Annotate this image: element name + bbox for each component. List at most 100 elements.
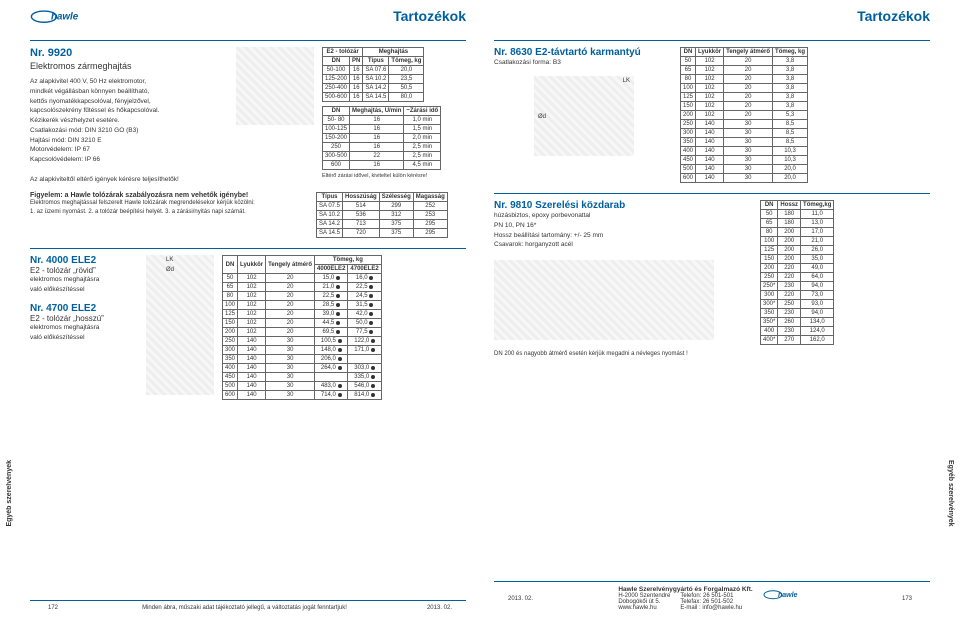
left-footer-text: Minden ábra, műszaki adat tájékoztató je…: [142, 605, 347, 611]
td: 20: [266, 283, 315, 292]
td: 50-100: [323, 66, 350, 75]
table-row: 400*270162,0: [761, 336, 834, 345]
td: 20: [266, 310, 315, 319]
th: Meghajtás, U/min: [350, 107, 404, 116]
nr4700-note: elektromos meghajtásra való előkészítéss…: [30, 323, 140, 343]
table-row: 30022073,0: [761, 291, 834, 300]
th: DN: [323, 57, 350, 66]
td: 20: [266, 319, 315, 328]
nr9810-note: DN 200 és nagyobb átmérő esetén kérjük m…: [494, 350, 754, 359]
td: 260: [778, 318, 801, 327]
figyelem-note: Elektromos meghajtással felszerelt Hawle…: [30, 199, 310, 217]
td: 122,0: [348, 337, 381, 346]
td: 220: [778, 273, 801, 282]
td: 30: [266, 337, 315, 346]
td: 26,0: [801, 246, 834, 255]
nr9810-desc: húzásbiztos, epoxy porbevonattalPN 10, P…: [494, 211, 754, 250]
td: 30: [724, 120, 773, 129]
td: 303,0: [348, 364, 381, 373]
td: 483,0: [315, 382, 348, 391]
th: Tömeg,kg: [801, 201, 834, 210]
right-footer: 2013. 02. Hawle Szerelvénygyártó és Forg…: [494, 581, 930, 611]
td: 140: [238, 337, 266, 346]
td: 80: [681, 75, 696, 84]
header-rule-right: [494, 40, 930, 41]
table-row: 250162,5 min: [323, 143, 441, 152]
td: 30: [724, 165, 773, 174]
table-row: 2001022069,5 77,5: [223, 328, 382, 337]
td: 300-500: [323, 152, 350, 161]
td: 16: [350, 75, 363, 84]
td: 50: [223, 274, 238, 283]
td: 250: [323, 143, 350, 152]
td: 140: [238, 373, 266, 382]
table-row: 6001403020,0: [681, 174, 808, 183]
td: [315, 373, 348, 382]
td: 335,0: [348, 373, 381, 382]
td: 65: [761, 219, 778, 228]
td: 20: [266, 292, 315, 301]
nr4000-sub: E2 - tolózár „rövid”: [30, 266, 140, 275]
td: 2,5 min: [404, 152, 441, 161]
nr8630-table: DNLyukkörTengely átmérőTömeg, kg 5010220…: [680, 47, 808, 183]
td: SA 10.2: [363, 75, 389, 84]
td: 140: [696, 156, 724, 165]
table-row: SA 10.2536312253: [317, 211, 448, 220]
th: Magasság: [413, 193, 447, 202]
td: 102: [696, 66, 724, 75]
td: 102: [696, 93, 724, 102]
footer-tel: Telefon: 26 501-501 Telefax: 26 501-502 …: [680, 593, 742, 611]
td: 30: [266, 382, 315, 391]
nr4000-title: Nr. 4000 ELE2: [30, 255, 140, 266]
td: 20: [724, 75, 773, 84]
td: SA 10.2: [317, 211, 343, 220]
td: 102: [696, 111, 724, 120]
td: 250-400: [323, 84, 350, 93]
td: 77,5: [348, 328, 381, 337]
td: 1,0 min: [404, 116, 441, 125]
table-row: 50102203,8: [681, 57, 808, 66]
td: 42,0: [348, 310, 381, 319]
td: 295: [413, 229, 447, 238]
td: 8,5: [773, 120, 808, 129]
td: 536: [343, 211, 380, 220]
td: 8,5: [773, 138, 808, 147]
table-row: 12520026,0: [761, 246, 834, 255]
td: 49,0: [801, 264, 834, 273]
td: 20,0: [389, 66, 424, 75]
table-row: 150102203,8: [681, 102, 808, 111]
td: 31,5: [348, 301, 381, 310]
td: 200: [778, 255, 801, 264]
nr8630-sub: Csatlakozási forma: B3: [494, 58, 674, 68]
td: 140: [238, 346, 266, 355]
td: 102: [238, 319, 266, 328]
td: 312: [379, 211, 413, 220]
th: PN: [350, 57, 363, 66]
table-row: 801022022,5 24,5: [223, 292, 382, 301]
table-row: 200102205,3: [681, 111, 808, 120]
td: 50- 80: [323, 116, 350, 125]
td: 140: [696, 147, 724, 156]
hawle-logo-footer: hawle: [763, 586, 813, 604]
td: 514: [343, 202, 380, 211]
td: 93,0: [801, 300, 834, 309]
right-header: Tartozékok: [494, 8, 930, 38]
table-row: 20022049,0: [761, 264, 834, 273]
nr9810-title: Nr. 9810 Szerelési közdarab: [494, 200, 754, 211]
table-row: 80102203,8: [681, 75, 808, 84]
td: 100-125: [323, 125, 350, 134]
td: 100: [223, 301, 238, 310]
td: 150-200: [323, 134, 350, 143]
td: 400*: [761, 336, 778, 345]
table-row: 5001403020,0: [681, 165, 808, 174]
td: 50,5: [389, 84, 424, 93]
nr4700-sub: E2 - tolózár „hosszú”: [30, 314, 140, 323]
e2-tolozar-table: E2 - tolózárMeghajtás DNPNTípusTömeg, kg…: [322, 47, 424, 102]
td: 102: [238, 274, 266, 283]
nr4000-note: elektromos meghajtásra való előkészítéss…: [30, 275, 140, 295]
td: 714,0: [315, 391, 348, 400]
nr4000-section: Nr. 4000 ELE2 E2 - tolózár „rövid” elekt…: [30, 255, 466, 400]
td: SA 07.5: [317, 202, 343, 211]
nr9810-section: Nr. 9810 Szerelési közdarab húzásbiztos,…: [494, 200, 930, 359]
nr9810-table: DNHosszTömeg,kg 5018011,06518013,0802001…: [760, 200, 834, 345]
